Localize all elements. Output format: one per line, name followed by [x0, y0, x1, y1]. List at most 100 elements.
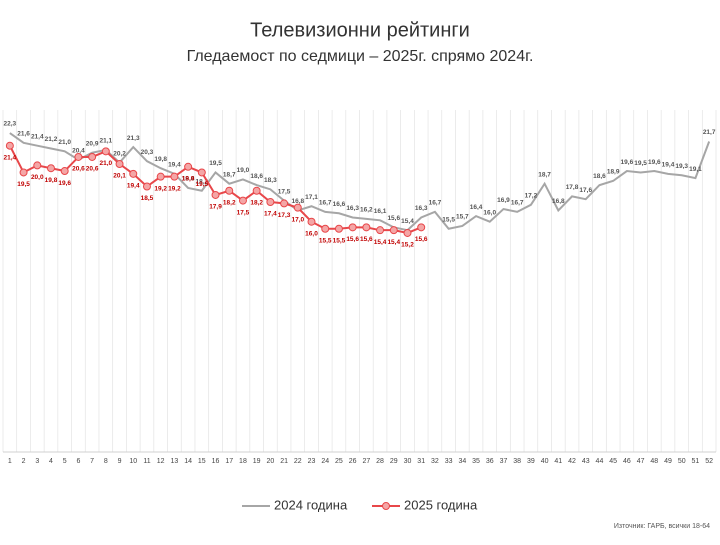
x-tick-label: 3: [35, 458, 39, 465]
data-point: [142, 182, 151, 191]
data-label: 18,5: [141, 195, 154, 202]
data-label: 21,3: [127, 135, 140, 142]
data-label: 20,1: [113, 173, 126, 180]
legend-marker: [382, 502, 390, 510]
data-label: 17,2: [525, 193, 538, 200]
x-tick-label: 44: [596, 458, 604, 465]
data-label: 17,8: [566, 184, 579, 191]
x-tick-label: 51: [692, 458, 700, 465]
data-label: 19,8: [154, 156, 167, 163]
x-tick-label: 47: [637, 458, 645, 465]
data-point: [101, 147, 110, 156]
data-label: 17,0: [291, 216, 304, 223]
series-line: [9, 132, 711, 232]
x-tick-label: 9: [118, 458, 122, 465]
data-label: 21,2: [45, 136, 58, 143]
data-label: 16,7: [429, 200, 442, 207]
x-tick-label: 39: [527, 458, 535, 465]
x-tick-label: 38: [513, 458, 521, 465]
data-label: 19,6: [58, 180, 71, 187]
data-point: [46, 164, 55, 173]
x-tick-label: 7: [90, 458, 94, 465]
x-tick-label: 21: [280, 458, 288, 465]
data-label: 20,9: [86, 140, 99, 147]
data-point: [88, 152, 97, 161]
data-label: 15,5: [442, 216, 455, 223]
data-label: 21,1: [100, 138, 113, 145]
data-point: [417, 223, 426, 232]
data-label: 19,5: [634, 160, 647, 167]
data-label: 20,6: [86, 166, 99, 173]
data-label: 15,6: [346, 236, 359, 243]
data-point: [307, 217, 316, 226]
chart-title: Телевизионни рейтинги: [250, 19, 470, 41]
data-point: [156, 172, 165, 181]
x-tick-label: 31: [417, 458, 425, 465]
x-tick-label: 30: [404, 458, 412, 465]
x-tick-label: 2: [22, 458, 26, 465]
x-tick-label: 19: [253, 458, 261, 465]
x-tick-label: 46: [623, 458, 631, 465]
data-point: [115, 159, 124, 168]
data-point: [252, 186, 261, 195]
data-label: 16,0: [483, 209, 496, 216]
data-label: 15,4: [374, 239, 387, 246]
data-label: 20,2: [113, 150, 126, 157]
x-tick-label: 4: [49, 458, 53, 465]
data-point: [74, 152, 83, 161]
x-tick-label: 22: [294, 458, 302, 465]
data-label: 19,6: [621, 159, 634, 166]
data-label: 18,6: [593, 173, 606, 180]
data-label: 19,4: [662, 162, 675, 169]
data-label: 20,3: [141, 149, 154, 156]
data-label: 15,5: [319, 237, 332, 244]
data-point: [321, 224, 330, 233]
x-tick-label: 14: [184, 458, 192, 465]
data-label: 16,2: [360, 207, 373, 214]
data-label: 16,8: [552, 198, 565, 205]
data-label: 20,6: [72, 166, 85, 173]
x-tick-label: 42: [568, 458, 576, 465]
x-tick-label: 48: [650, 458, 658, 465]
x-tick-label: 15: [198, 458, 206, 465]
data-label: 21,6: [17, 131, 30, 138]
x-tick-label: 41: [554, 458, 562, 465]
data-point: [403, 228, 412, 237]
x-tick-label: 1: [8, 458, 12, 465]
data-label: 16,7: [511, 200, 524, 207]
x-tick-label: 40: [541, 458, 549, 465]
data-point: [211, 190, 220, 199]
data-label: 18,2: [195, 178, 208, 185]
data-label: 18,9: [607, 169, 620, 176]
x-tick-label: 20: [266, 458, 274, 465]
data-label: 18,7: [223, 171, 236, 178]
x-tick-label: 23: [308, 458, 316, 465]
x-tick-label: 11: [143, 458, 150, 465]
x-tick-label: 24: [321, 458, 329, 465]
data-label: 19,8: [45, 177, 58, 184]
legend-label: 2025 година: [404, 497, 478, 512]
data-label: 21,0: [100, 160, 113, 167]
x-tick-label: 17: [225, 458, 233, 465]
data-label: 19,5: [17, 181, 30, 188]
data-point: [376, 226, 385, 235]
data-label: 19,5: [209, 160, 222, 167]
x-tick-label: 8: [104, 458, 108, 465]
x-tick-label: 18: [239, 458, 247, 465]
data-label: 16,8: [291, 198, 304, 205]
data-label: 16,6: [333, 201, 346, 208]
data-label: 19,3: [675, 163, 688, 170]
x-tick-label: 27: [362, 458, 370, 465]
data-label: 21,0: [58, 139, 71, 146]
data-label: 15,6: [415, 236, 428, 243]
data-point: [389, 226, 398, 235]
chart-subtitle: Гледаемост по седмици – 2025г. спрямо 20…: [187, 48, 534, 65]
data-label: 16,0: [305, 230, 318, 237]
data-point: [19, 168, 28, 177]
data-point: [33, 161, 42, 170]
x-tick-label: 50: [678, 458, 686, 465]
data-label: 16,1: [374, 208, 387, 215]
data-point: [170, 172, 179, 181]
data-point: [5, 141, 14, 150]
